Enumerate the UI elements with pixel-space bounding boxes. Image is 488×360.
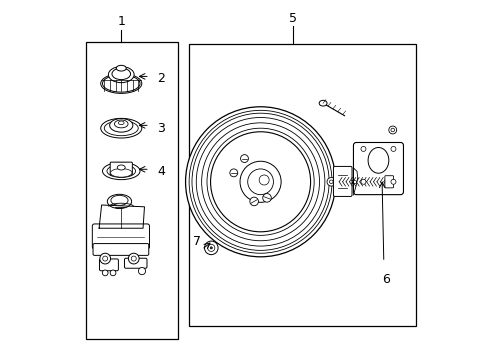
Ellipse shape xyxy=(367,148,388,173)
Ellipse shape xyxy=(128,253,139,264)
Ellipse shape xyxy=(388,126,396,134)
Ellipse shape xyxy=(360,147,365,152)
FancyBboxPatch shape xyxy=(124,258,147,268)
Ellipse shape xyxy=(110,168,132,177)
Ellipse shape xyxy=(102,75,140,92)
FancyBboxPatch shape xyxy=(384,176,393,188)
Ellipse shape xyxy=(240,155,248,162)
Text: 4: 4 xyxy=(157,165,164,177)
Ellipse shape xyxy=(114,120,128,128)
Text: 6: 6 xyxy=(381,273,389,286)
FancyBboxPatch shape xyxy=(110,162,132,175)
Ellipse shape xyxy=(102,256,107,261)
FancyBboxPatch shape xyxy=(92,224,149,249)
Ellipse shape xyxy=(108,67,134,83)
Ellipse shape xyxy=(319,100,326,106)
Text: 1: 1 xyxy=(117,15,125,28)
Ellipse shape xyxy=(107,165,135,177)
Ellipse shape xyxy=(326,177,335,186)
Ellipse shape xyxy=(138,267,145,275)
Ellipse shape xyxy=(116,65,126,71)
Text: 2: 2 xyxy=(157,72,164,85)
Ellipse shape xyxy=(390,147,395,152)
Text: 5: 5 xyxy=(288,12,296,24)
Ellipse shape xyxy=(111,195,128,205)
Ellipse shape xyxy=(189,111,331,253)
Ellipse shape xyxy=(240,161,281,202)
Ellipse shape xyxy=(210,247,212,249)
Ellipse shape xyxy=(201,123,319,241)
Ellipse shape xyxy=(247,169,273,195)
Ellipse shape xyxy=(117,165,125,170)
Ellipse shape xyxy=(210,132,310,232)
FancyBboxPatch shape xyxy=(333,166,351,197)
FancyBboxPatch shape xyxy=(93,244,148,255)
Ellipse shape xyxy=(104,121,138,136)
Ellipse shape xyxy=(107,194,131,208)
Ellipse shape xyxy=(206,128,313,235)
Ellipse shape xyxy=(390,179,395,184)
Ellipse shape xyxy=(329,180,332,184)
Ellipse shape xyxy=(118,121,124,125)
Ellipse shape xyxy=(102,270,108,276)
Ellipse shape xyxy=(110,270,116,276)
Ellipse shape xyxy=(360,179,365,184)
Ellipse shape xyxy=(131,256,136,261)
Ellipse shape xyxy=(102,162,140,180)
Ellipse shape xyxy=(109,118,133,132)
Bar xyxy=(189,44,415,327)
Ellipse shape xyxy=(259,175,268,185)
Ellipse shape xyxy=(249,197,258,206)
Ellipse shape xyxy=(204,241,218,255)
Ellipse shape xyxy=(390,128,394,132)
Ellipse shape xyxy=(112,68,130,80)
Ellipse shape xyxy=(100,253,110,264)
Ellipse shape xyxy=(101,74,142,93)
Ellipse shape xyxy=(192,113,328,250)
Bar xyxy=(85,42,178,339)
FancyBboxPatch shape xyxy=(353,143,403,195)
Ellipse shape xyxy=(185,107,335,257)
Text: 7: 7 xyxy=(193,235,201,248)
Ellipse shape xyxy=(207,244,214,251)
Ellipse shape xyxy=(262,194,271,202)
Ellipse shape xyxy=(229,169,237,177)
Ellipse shape xyxy=(101,118,142,138)
FancyBboxPatch shape xyxy=(99,259,118,271)
Ellipse shape xyxy=(196,117,324,246)
Text: 3: 3 xyxy=(157,122,164,135)
